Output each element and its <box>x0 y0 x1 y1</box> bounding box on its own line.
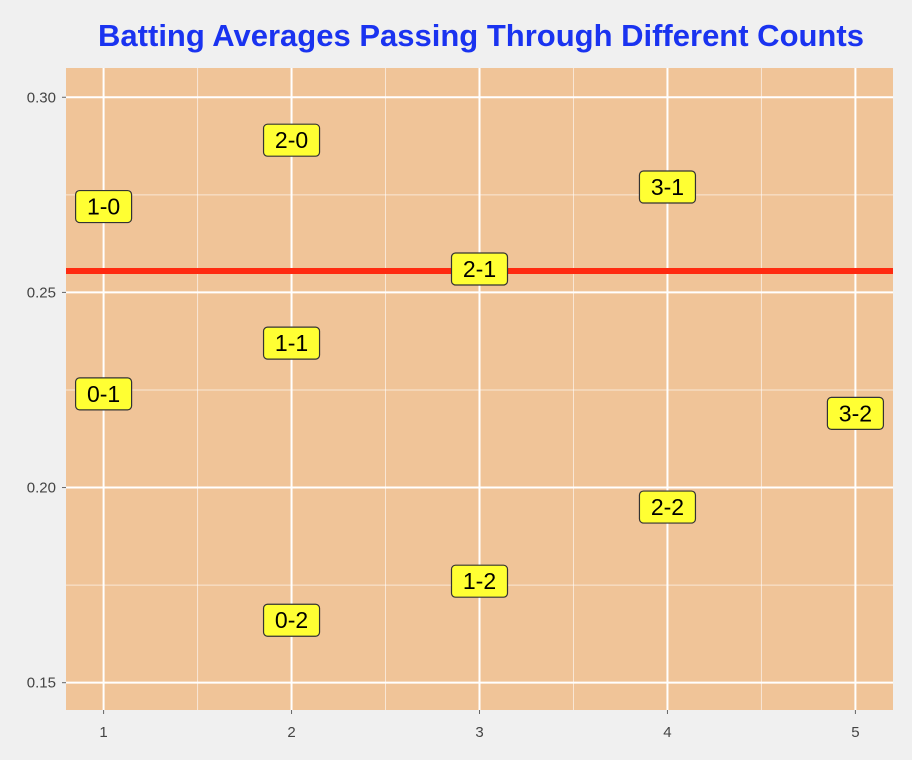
point-label: 2-1 <box>463 256 496 282</box>
x-tick-label: 1 <box>99 724 107 741</box>
point-label-box <box>262 603 321 637</box>
point-label-box <box>262 326 321 360</box>
data-point: 1-2 <box>450 564 509 598</box>
data-point: 2-2 <box>638 490 697 524</box>
point-label: 2-0 <box>275 127 308 153</box>
point-label: 2-2 <box>651 494 684 520</box>
data-point: 0-2 <box>262 603 321 637</box>
y-axis-ticks: 0.15 0.20 0.25 0.30 <box>27 89 66 692</box>
x-tick-label: 5 <box>851 724 859 741</box>
data-point: 1-0 <box>74 189 133 224</box>
x-tick-label: 3 <box>475 724 483 741</box>
point-label: 1-1 <box>275 330 308 356</box>
point-label-box <box>450 252 509 286</box>
point-label: 0-1 <box>87 381 120 407</box>
point-label: 1-2 <box>463 568 496 594</box>
point-label-box <box>638 490 697 524</box>
y-tick-label: 0.25 <box>27 284 56 301</box>
point-label-box <box>74 189 133 224</box>
data-point: 2-1 <box>450 252 509 286</box>
x-axis-ticks: 1 2 3 4 5 <box>99 710 860 741</box>
point-label-box <box>262 123 321 157</box>
point-label: 0-2 <box>275 607 308 633</box>
chart-title: Batting Averages Passing Through Differe… <box>98 18 864 53</box>
data-point: 2-0 <box>262 123 321 157</box>
data-point: 0-1 <box>74 377 133 411</box>
point-label: 3-2 <box>839 400 872 426</box>
data-point: 3-2 <box>826 396 885 430</box>
point-label-box <box>450 564 509 598</box>
y-tick-label: 0.30 <box>27 89 56 106</box>
point-label-box <box>826 396 885 430</box>
point-labels: 1-0 0-1 2-0 1-1 0-2 2-1 1-2 3-1 2-2 3-2 <box>74 123 885 637</box>
x-tick-label: 2 <box>287 724 295 741</box>
data-point: 1-1 <box>262 326 321 360</box>
data-point: 3-1 <box>638 170 697 204</box>
y-tick-label: 0.15 <box>27 675 56 692</box>
point-label-box <box>638 170 697 204</box>
point-label: 1-0 <box>87 194 120 220</box>
point-label: 3-1 <box>651 174 684 200</box>
x-tick-label: 4 <box>663 724 671 741</box>
point-label-box <box>74 377 133 411</box>
y-tick-label: 0.20 <box>27 480 56 497</box>
